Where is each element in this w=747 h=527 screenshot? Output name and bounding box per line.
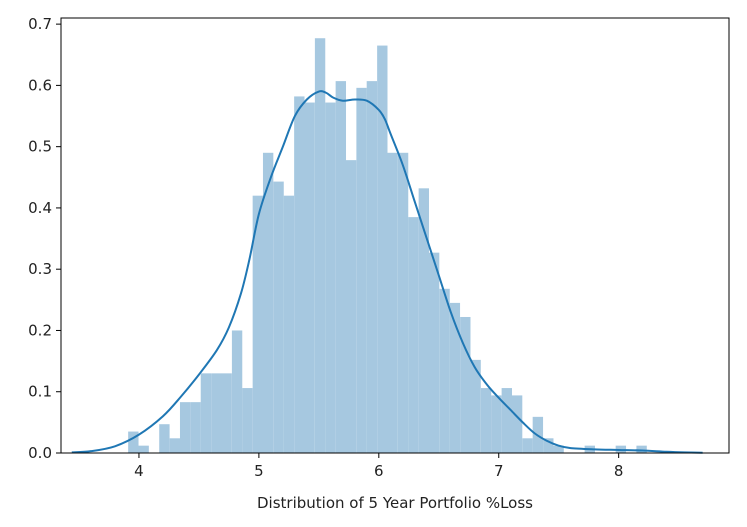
histogram-bar <box>397 152 409 454</box>
histogram-bar <box>283 195 295 453</box>
histogram-bar <box>252 195 264 453</box>
histogram-bar <box>190 402 201 453</box>
histogram-bar <box>221 373 232 453</box>
histogram-bar <box>179 402 191 453</box>
histogram-bars <box>128 38 647 454</box>
histogram-bar <box>366 81 378 454</box>
histogram-bar <box>169 438 181 453</box>
histogram-bar <box>314 38 326 453</box>
histogram-bar <box>470 359 481 453</box>
y-tick-label: 0.7 <box>28 15 52 33</box>
histogram-bar <box>480 388 492 453</box>
histogram-bar <box>211 373 222 453</box>
y-tick-label: 0.6 <box>28 76 52 94</box>
histogram-bar <box>449 302 461 453</box>
histogram-bar <box>522 438 533 453</box>
kde-curve <box>71 90 703 454</box>
histogram-bar <box>200 373 212 453</box>
histogram-bar <box>501 388 512 453</box>
y-tick-label: 0.4 <box>28 199 52 217</box>
y-axis-ticks: 0.0 0.1 0.2 0.3 0.4 0.5 0.6 0.7 <box>28 15 61 462</box>
plot-frame <box>60 17 730 454</box>
histogram-bar <box>242 388 253 453</box>
histogram-bar <box>335 81 347 454</box>
histogram-bar <box>325 102 336 454</box>
histogram-bar <box>408 217 419 453</box>
y-tick-label: 0.0 <box>28 444 52 462</box>
histogram-bar <box>128 431 139 453</box>
histogram-bar <box>377 45 388 453</box>
x-axis-label: Distribution of 5 Year Portfolio %Loss <box>257 494 533 512</box>
histogram-bar <box>428 252 440 453</box>
histogram-bar <box>273 181 284 453</box>
histogram-bar <box>387 152 398 454</box>
histogram-bar <box>294 96 305 454</box>
histogram-bar <box>231 330 243 453</box>
x-axis-ticks: 4 5 6 7 8 <box>134 453 623 480</box>
x-tick-label: 4 <box>134 462 144 480</box>
histogram-bar <box>138 445 149 453</box>
histogram-bar <box>439 288 450 453</box>
histogram-bar <box>543 438 554 453</box>
y-tick-label: 0.2 <box>28 321 52 339</box>
y-tick-label: 0.5 <box>28 138 52 156</box>
histogram-bar <box>418 188 429 453</box>
histogram-bar <box>636 445 647 453</box>
histogram-bar <box>460 316 471 453</box>
y-tick-label: 0.3 <box>28 260 52 278</box>
x-tick-label: 8 <box>614 462 624 480</box>
histogram-bar <box>262 152 274 454</box>
histogram-bar <box>491 395 502 453</box>
x-tick-label: 5 <box>254 462 264 480</box>
histogram-bar <box>345 160 357 453</box>
x-tick-label: 6 <box>374 462 384 480</box>
histogram-bar <box>553 445 564 453</box>
histogram-bar <box>511 395 523 453</box>
histogram-bar <box>304 102 315 454</box>
y-tick-label: 0.1 <box>28 383 52 401</box>
x-tick-label: 7 <box>494 462 504 480</box>
histogram-bar <box>159 424 170 453</box>
histogram-bar <box>356 87 367 453</box>
